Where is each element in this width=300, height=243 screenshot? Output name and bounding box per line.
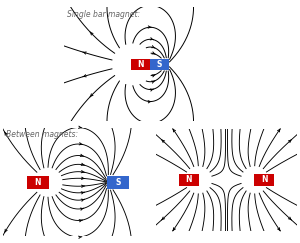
Text: Single bar magnet:: Single bar magnet: [67, 10, 140, 19]
Text: N: N [138, 60, 144, 69]
Text: N: N [185, 175, 192, 184]
Text: N: N [261, 175, 268, 184]
Bar [107, 176, 129, 189]
Text: Between magnets:: Between magnets: [6, 130, 78, 139]
Text: N: N [34, 178, 41, 187]
Bar [178, 174, 199, 186]
Bar [150, 59, 169, 70]
Bar [27, 176, 49, 189]
Text: S: S [116, 178, 121, 187]
Bar [131, 59, 150, 70]
Text: S: S [156, 60, 162, 69]
Bar [254, 174, 274, 186]
